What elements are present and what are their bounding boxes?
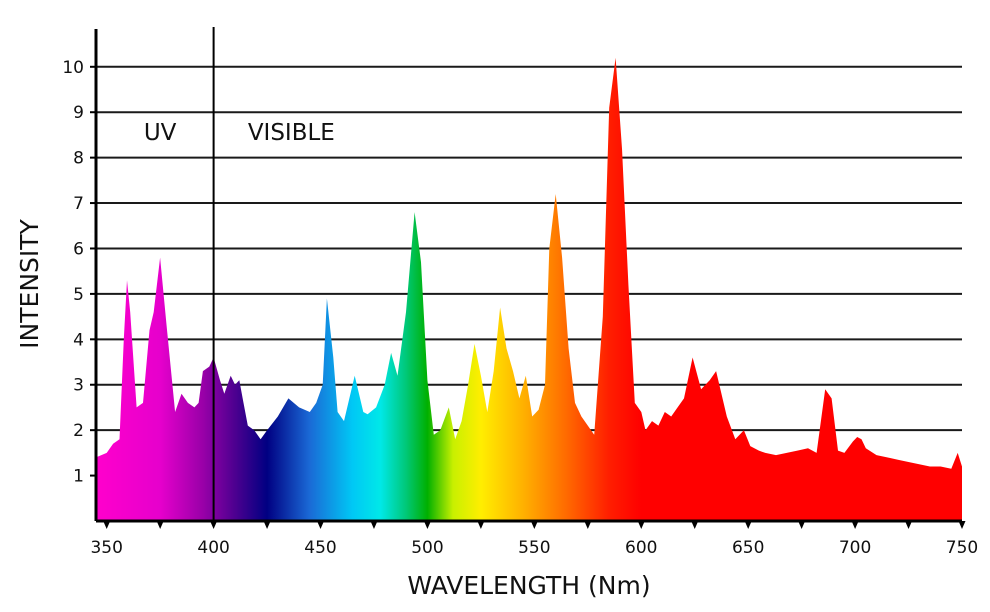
x-tick-mark	[905, 521, 913, 529]
y-tick-label: 9	[73, 103, 84, 123]
x-tick-mark	[103, 521, 111, 529]
x-tick-label: 650	[732, 538, 764, 558]
spectrum-area-layer	[96, 57, 962, 521]
x-tick-label: 450	[304, 538, 336, 558]
x-tick-label: 400	[197, 538, 229, 558]
x-tick-label: 350	[90, 538, 122, 558]
x-tick-label: 750	[946, 538, 978, 558]
y-tick-label: 7	[73, 194, 84, 214]
labels: INTENSITY WAVELENGTH (Nm) UV VISIBLE	[15, 120, 651, 600]
x-tick-label: 500	[411, 538, 443, 558]
x-tick-mark	[958, 521, 966, 529]
x-tick-mark	[370, 521, 378, 529]
y-tick-label: 1	[73, 467, 84, 487]
y-tick-label: 10	[62, 58, 84, 78]
axes	[94, 27, 962, 523]
x-tick-label: 600	[625, 538, 657, 558]
y-tick-label: 2	[73, 421, 84, 441]
region-label-visible: VISIBLE	[248, 120, 335, 146]
y-tick-label: 3	[73, 376, 84, 396]
y-axis-title: INTENSITY	[15, 218, 44, 348]
x-tick-mark	[210, 521, 218, 529]
x-tick-mark	[798, 521, 806, 529]
x-tick-mark	[851, 521, 859, 529]
x-tick-mark	[691, 521, 699, 529]
y-tick-label: 5	[73, 285, 84, 305]
region-label-uv: UV	[144, 120, 177, 146]
x-tick-mark	[477, 521, 485, 529]
ticks: 1 2 3 4 5 6 7 8 9 10 350 400 450 500 550 600 650 700 750	[62, 58, 978, 558]
x-tick-label: 550	[518, 538, 550, 558]
y-tick-label: 6	[73, 239, 84, 259]
x-tick-label: 700	[839, 538, 871, 558]
x-tick-mark	[744, 521, 752, 529]
x-tick-mark	[317, 521, 325, 529]
x-tick-mark	[637, 521, 645, 529]
x-tick-mark	[423, 521, 431, 529]
spectrum-area	[96, 57, 962, 521]
y-tick-label: 8	[73, 149, 84, 169]
x-tick-mark	[156, 521, 164, 529]
x-axis-title: WAVELENGTH (Nm)	[407, 571, 650, 600]
x-tick-mark	[263, 521, 271, 529]
y-tick-label: 4	[73, 330, 84, 350]
x-tick-mark	[530, 521, 538, 529]
x-tick-mark	[584, 521, 592, 529]
